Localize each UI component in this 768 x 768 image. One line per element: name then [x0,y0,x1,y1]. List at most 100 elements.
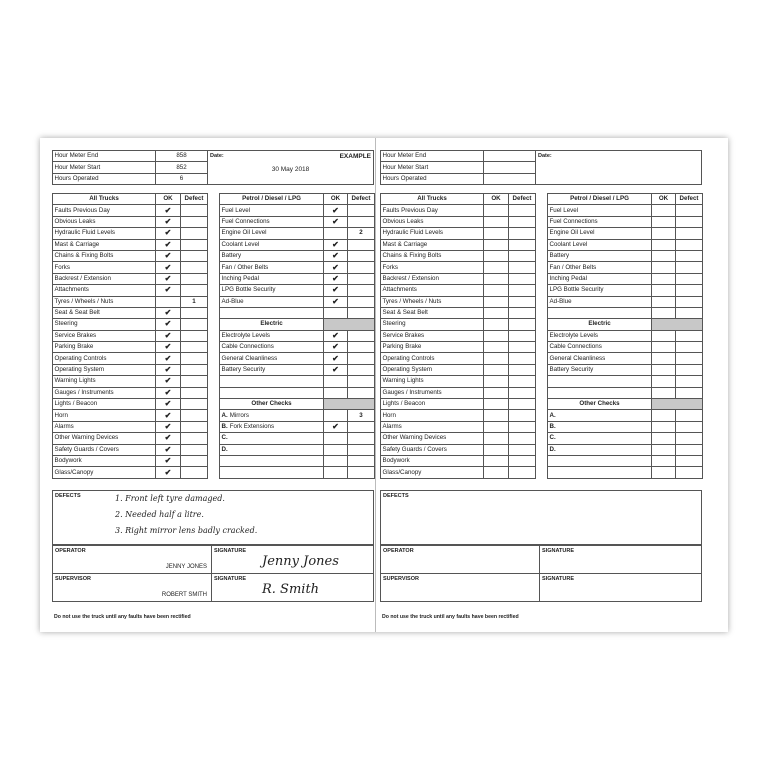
ok-checkbox[interactable]: ✔ [155,420,181,434]
blank-cell[interactable] [675,454,703,468]
defect-cell[interactable] [180,375,208,388]
hour-meter-end-value[interactable] [483,149,536,163]
supervisor-field[interactable]: SUPERVISOR ROBERT SMITH [52,573,212,602]
defect-cell[interactable] [347,443,375,457]
ok-checkbox[interactable] [483,363,509,377]
defect-cell[interactable] [180,329,208,343]
ok-checkbox[interactable]: ✔ [323,238,348,251]
operator-signature-field[interactable]: SIGNATURE Jenny Jones [211,545,374,574]
defect-cell[interactable] [508,466,536,479]
ok-checkbox[interactable] [483,420,509,434]
defect-cell[interactable] [180,466,208,479]
defect-cell[interactable] [347,352,375,365]
ok-checkbox[interactable] [483,386,509,400]
defects-box[interactable]: DEFECTS [380,490,702,545]
defect-cell[interactable] [508,386,536,400]
defect-cell[interactable] [347,249,375,263]
defect-cell[interactable] [180,318,208,331]
defect-cell[interactable] [675,238,703,251]
ok-checkbox[interactable]: ✔ [323,295,348,308]
blank-cell[interactable] [651,375,676,388]
defect-cell[interactable] [180,386,208,400]
ok-checkbox[interactable]: ✔ [323,272,348,286]
defect-cell[interactable] [347,204,375,217]
blank-cell[interactable] [219,466,324,479]
blank-cell[interactable] [547,466,652,479]
defect-cell[interactable] [675,215,703,229]
blank-cell[interactable] [675,306,703,320]
blank-cell[interactable] [323,466,348,479]
ok-checkbox[interactable]: ✔ [323,420,348,434]
blank-cell[interactable] [323,375,348,388]
defect-cell[interactable] [675,284,703,297]
ok-checkbox[interactable] [483,306,509,320]
operator-field[interactable]: OPERATOR JENNY JONES [52,545,212,574]
defect-cell[interactable] [180,398,208,411]
ok-checkbox[interactable] [651,409,676,422]
ok-checkbox[interactable]: ✔ [155,261,181,274]
ok-checkbox[interactable]: ✔ [155,398,181,411]
ok-checkbox[interactable]: ✔ [155,466,181,479]
blank-cell[interactable] [675,386,703,400]
defect-cell[interactable] [180,215,208,229]
ok-checkbox[interactable] [155,295,181,308]
blank-cell[interactable] [547,454,652,468]
defect-cell[interactable] [347,272,375,286]
defect-cell[interactable] [675,341,703,354]
blank-cell[interactable] [547,306,652,320]
ok-checkbox[interactable]: ✔ [155,272,181,286]
blank-cell[interactable] [675,466,703,479]
ok-checkbox[interactable] [323,227,348,240]
defect-cell[interactable] [675,272,703,286]
blank-cell[interactable] [547,375,652,388]
defect-cell[interactable] [675,295,703,308]
ok-checkbox[interactable] [651,352,676,365]
blank-cell[interactable] [651,466,676,479]
ok-checkbox[interactable] [483,454,509,468]
hours-operated-value[interactable]: 6 [155,172,208,186]
defect-cell[interactable] [180,261,208,274]
defect-cell[interactable] [180,204,208,217]
ok-checkbox[interactable] [323,443,348,457]
blank-cell[interactable] [323,386,348,400]
ok-checkbox[interactable]: ✔ [323,284,348,297]
blank-cell[interactable] [347,454,375,468]
defect-cell[interactable] [675,352,703,365]
ok-checkbox[interactable] [483,249,509,263]
ok-checkbox[interactable] [483,409,509,422]
defects-box[interactable]: DEFECTS 1. Front left tyre damaged. 2. Nee… [52,490,374,545]
ok-checkbox[interactable] [483,204,509,217]
defect-cell[interactable] [180,454,208,468]
other-check-name[interactable]: Mirrors [229,411,249,419]
defect-cell[interactable] [180,420,208,434]
blank-cell[interactable] [219,386,324,400]
supervisor-field[interactable]: SUPERVISOR [380,573,540,602]
ok-checkbox[interactable] [483,215,509,229]
defect-cell[interactable] [508,204,536,217]
operator-signature-field[interactable]: SIGNATURE [539,545,702,574]
ok-checkbox[interactable] [651,432,676,445]
hour-meter-end-value[interactable]: 858 [155,149,208,163]
ok-checkbox[interactable] [651,272,676,286]
defect-cell[interactable] [508,409,536,422]
blank-cell[interactable] [651,386,676,400]
defect-cell[interactable] [347,295,375,308]
defect-cell[interactable]: 3 [347,409,375,422]
ok-checkbox[interactable] [651,295,676,308]
ok-checkbox[interactable] [651,227,676,240]
defect-cell[interactable] [180,432,208,445]
blank-cell[interactable] [323,306,348,320]
defect-cell[interactable] [508,215,536,229]
blank-cell[interactable] [219,306,324,320]
defect-cell[interactable] [180,249,208,263]
ok-checkbox[interactable]: ✔ [155,215,181,229]
ok-checkbox[interactable] [323,432,348,445]
hour-meter-start-value[interactable]: 852 [155,161,208,174]
blank-cell[interactable] [219,375,324,388]
ok-checkbox[interactable] [483,238,509,251]
ok-checkbox[interactable] [483,466,509,479]
defect-cell[interactable] [508,272,536,286]
defect-cell[interactable] [180,306,208,320]
ok-checkbox[interactable]: ✔ [155,238,181,251]
ok-checkbox[interactable] [651,249,676,263]
